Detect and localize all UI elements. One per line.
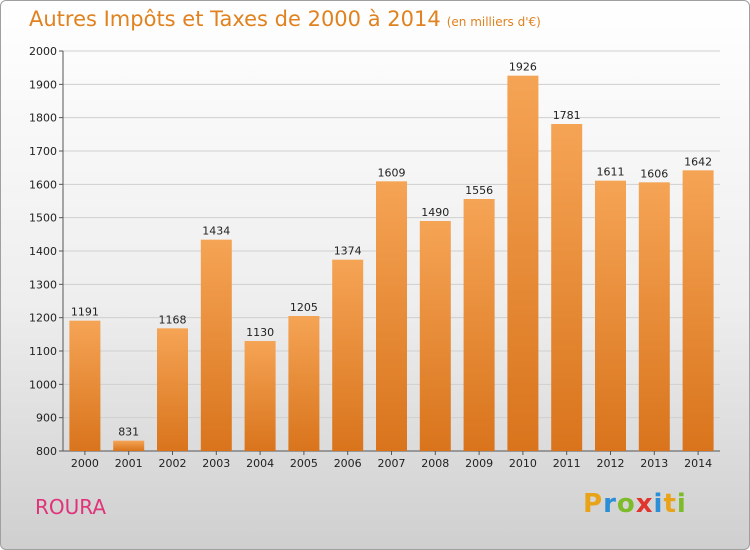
data-label: 1609 [378,166,406,179]
logo-letter: P [583,489,604,519]
data-label: 1434 [202,225,230,238]
y-tick-label: 1600 [29,178,57,191]
logo-letter: i [676,489,687,519]
data-label: 1606 [640,167,668,180]
logo-letter: r [603,489,617,519]
labels: 800 900 1000 1100 1200 1300 1400 1500 1600 1700 18… [29,45,712,470]
chart-unit: (en milliers d'€) [446,15,541,29]
x-tick-label: 2006 [334,457,362,470]
x-tick-label: 2001 [115,457,143,470]
data-label: 1781 [553,109,581,122]
logo-letter: i [653,489,664,519]
x-tick-label: 2009 [465,457,493,470]
bar [113,440,145,451]
data-label: 1205 [290,301,318,314]
y-tick-label: 1800 [29,112,57,125]
data-label: 1642 [684,155,712,168]
bar [682,170,714,452]
data-label: 1191 [71,306,99,319]
bar [288,316,320,451]
y-tick-label: 1000 [29,378,57,391]
bar [244,341,276,451]
bar [376,181,407,452]
x-tick-label: 2012 [597,457,625,470]
y-tick-label: 1400 [29,245,57,258]
data-label: 831 [118,426,139,439]
chart-title-text: Autres Impôts et Taxes de 2000 à 2014 [29,7,441,31]
data-label: 1926 [509,61,537,74]
bar [551,124,583,451]
y-tick-label: 1300 [29,278,57,291]
x-tick-label: 2002 [159,457,187,470]
y-tick-label: 1500 [29,212,57,225]
y-tick-label: 1900 [29,78,57,91]
bar [463,199,495,451]
data-label: 1490 [421,206,449,219]
proxiti-logo: Proxiti [583,489,687,519]
bar [507,75,539,452]
x-tick-label: 2007 [378,457,406,470]
x-tick-label: 2000 [71,457,99,470]
logo-letter: t [663,489,677,519]
chart-title: Autres Impôts et Taxes de 2000 à 2014 (en… [29,7,541,31]
commune-name: ROURA [35,495,107,519]
x-tick-label: 2004 [246,457,274,470]
y-tick-label: 1100 [29,345,57,358]
y-tick-label: 1200 [29,312,57,325]
x-tick-label: 2003 [202,457,230,470]
bar [419,221,451,451]
x-tick-label: 2005 [290,457,318,470]
x-tick-label: 2011 [553,457,581,470]
logo-letter: o [616,489,636,519]
y-tick-label: 900 [36,412,57,425]
x-tick-label: 2013 [640,457,668,470]
x-tick-label: 2014 [684,457,712,470]
logo-letter: x [635,489,654,519]
data-label: 1130 [246,326,274,339]
y-tick-label: 2000 [29,45,57,58]
x-tick-label: 2010 [509,457,537,470]
data-label: 1374 [334,245,362,258]
bar [595,180,626,451]
y-tick-label: 1700 [29,145,57,158]
x-tick-label: 2008 [421,457,449,470]
bars [69,75,714,452]
bar [638,182,670,452]
bar [69,320,101,451]
bar [332,259,364,451]
y-tick-label: 800 [36,445,57,458]
data-label: 1168 [159,313,187,326]
data-label: 1611 [597,166,625,179]
bar [157,328,188,451]
bar [200,239,232,451]
data-label: 1556 [465,184,493,197]
